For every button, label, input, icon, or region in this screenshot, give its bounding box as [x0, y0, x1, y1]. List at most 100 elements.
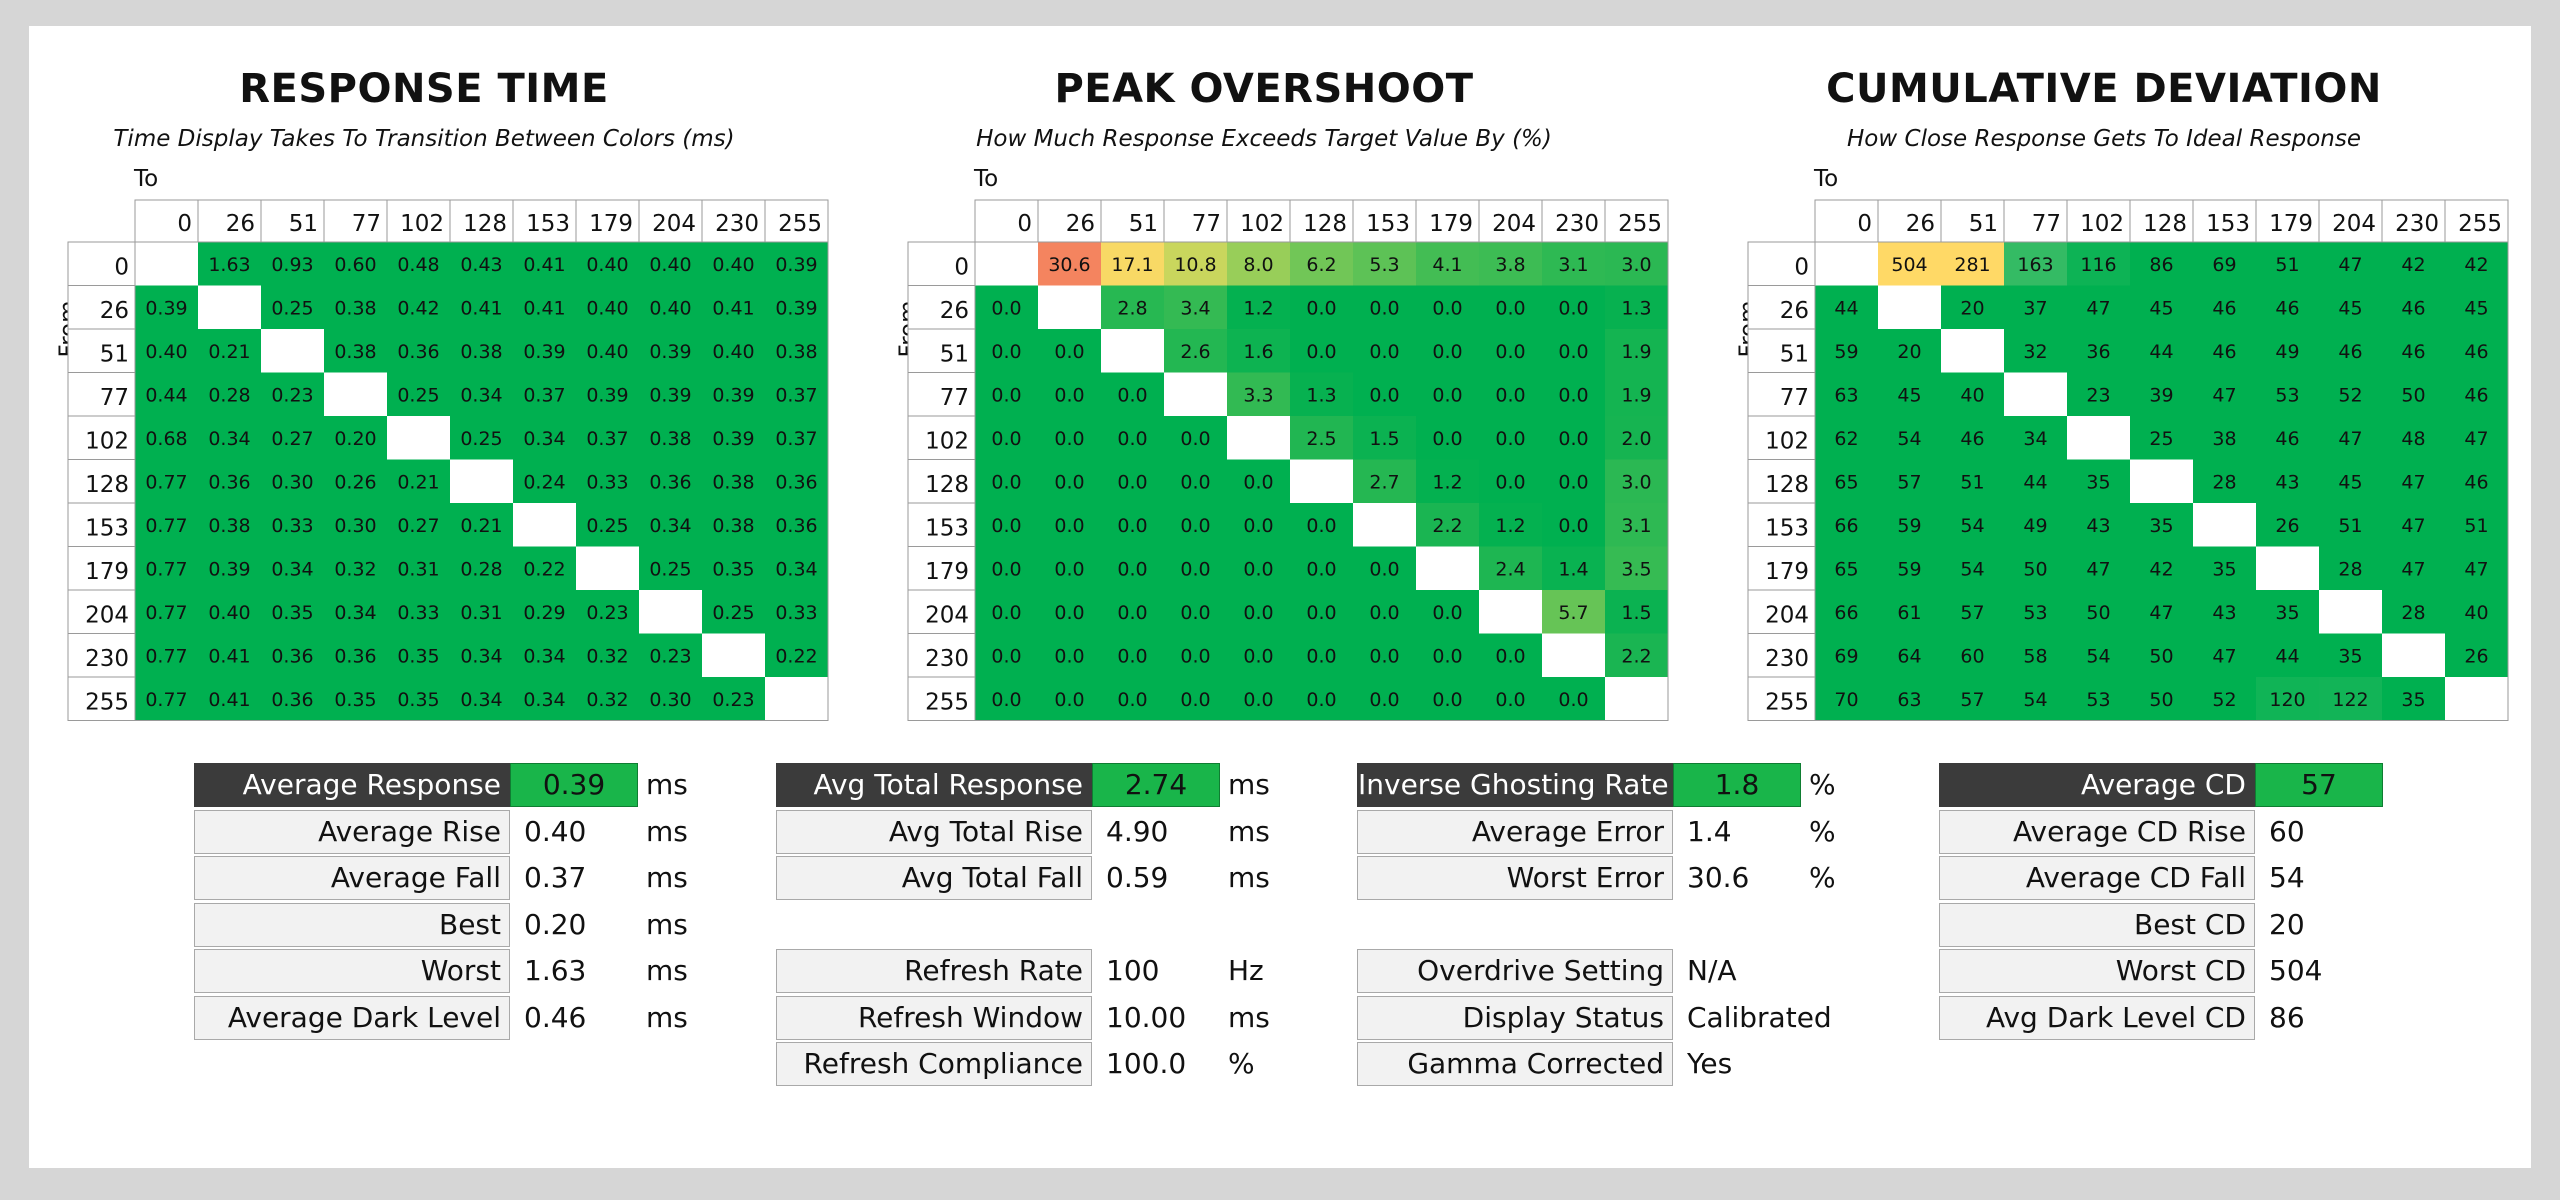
heatmap-value: 0.0 — [1495, 341, 1525, 363]
heatmap-value: 0.25 — [271, 297, 313, 319]
heatmap-value: 0.0 — [1306, 558, 1336, 580]
heatmap-value: 34 — [2023, 428, 2047, 450]
heatmap-cell — [1164, 285, 1227, 329]
heatmap-value: 47 — [2149, 602, 2173, 624]
heatmap-cell — [387, 546, 450, 590]
heatmap-cell — [135, 416, 198, 460]
column-header-label: 77 — [352, 211, 381, 237]
row-header-cell — [67, 502, 136, 547]
stat-value: 0.59 — [1106, 861, 1169, 894]
stat-value: 0.40 — [524, 814, 587, 848]
heatmap-value: 0.38 — [712, 515, 754, 537]
heatmap-value: 0.41 — [208, 645, 250, 667]
column-header-cell — [2129, 199, 2194, 243]
heatmap-value: 0.0 — [1243, 602, 1273, 624]
heatmap-value: 6.2 — [1306, 254, 1336, 276]
heatmap-cell — [1164, 503, 1227, 547]
heatmap-value: 47 — [2464, 428, 2488, 450]
stat-value: Yes — [1687, 1047, 1733, 1080]
heatmap-value: 70 — [1834, 689, 1858, 711]
heatmap-cell — [2193, 372, 2256, 416]
heatmap-value: 40 — [2464, 602, 2488, 624]
heatmap-value: 65 — [1834, 471, 1858, 493]
column-header-label: 153 — [2206, 211, 2250, 237]
response-time-heatmap: 0 26 51 77 102 128 153 179 204 230 255 0 26 51 77 102 12… — [67, 199, 829, 721]
heatmap-value: 0.41 — [208, 689, 250, 711]
heatmap-cell — [1038, 372, 1101, 416]
heatmap-cell — [1290, 677, 1353, 721]
heatmap-value: 0.39 — [649, 341, 691, 363]
heatmap-value: 35 — [2212, 558, 2236, 580]
heatmap-value: 0.0 — [1117, 558, 1147, 580]
heatmap-value: 0.0 — [1117, 428, 1147, 450]
heatmap-cell — [2004, 677, 2067, 721]
heatmap-cell — [2382, 416, 2445, 460]
heatmap-value: 0.0 — [1117, 602, 1147, 624]
heatmap-cell — [513, 677, 576, 721]
heatmap-value: 54 — [1960, 515, 1984, 537]
heatmap-value: 0.0 — [1180, 645, 1210, 667]
heatmap-value: 0.40 — [586, 254, 628, 276]
row-header-label: 179 — [925, 559, 969, 585]
heatmap-cell — [450, 503, 513, 547]
heatmap-value: 0.34 — [460, 645, 502, 667]
cumulative-deviation-panel: CUMULATIVE DEVIATION How Close Response … — [1714, 26, 2509, 726]
heatmap-cell — [513, 242, 576, 286]
heatmap-cell — [2067, 242, 2130, 286]
row-header-label: 230 — [85, 646, 129, 672]
heatmap-value: 47 — [2212, 384, 2236, 406]
heatmap-value: 0.27 — [397, 515, 439, 537]
heatmap-value: 0.0 — [1243, 558, 1273, 580]
stat-value: 86 — [2269, 1000, 2305, 1034]
heatmap-cell — [2067, 372, 2130, 416]
heatmap-cell — [135, 285, 198, 329]
heatmap-value: 0.32 — [586, 645, 628, 667]
heatmap-cell — [324, 285, 387, 329]
heatmap-value: 0.38 — [775, 341, 817, 363]
heatmap-value: 0.0 — [1558, 515, 1588, 537]
heatmap-value: 116 — [2080, 254, 2116, 276]
heatmap-cell — [1941, 590, 2004, 634]
heatmap-value: 0.37 — [586, 428, 628, 450]
heatmap-value: 61 — [1897, 602, 1921, 624]
heatmap-cell — [1479, 590, 1542, 634]
heatmap-cell — [639, 677, 702, 721]
stat-value: 0.39 — [510, 763, 638, 807]
heatmap-cell — [2193, 677, 2256, 721]
heatmap-cell — [639, 242, 702, 286]
heatmap-cell — [1605, 459, 1668, 503]
heatmap-value: 42 — [2464, 254, 2488, 276]
stat-label: Average CD Fall — [1939, 856, 2255, 900]
heatmap-cell — [1353, 372, 1416, 416]
heatmap-cell — [1353, 590, 1416, 634]
heatmap-cell — [1878, 416, 1941, 460]
stat-unit: ms — [646, 814, 688, 848]
stat-label: Avg Total Response — [776, 763, 1092, 807]
heatmap-value: 46 — [2401, 297, 2425, 319]
column-header-cell — [2318, 199, 2383, 243]
heatmap-value: 0.0 — [1117, 384, 1147, 406]
row-header-label: 179 — [85, 559, 129, 585]
heatmap-value: 51 — [1960, 471, 1984, 493]
heatmap-cell — [2004, 459, 2067, 503]
stat-value: Calibrated — [1687, 1000, 1832, 1034]
stat-label: Average Response — [194, 763, 510, 807]
heatmap-value: 0.36 — [271, 645, 313, 667]
heatmap-cell — [702, 590, 765, 634]
heatmap-cell — [2193, 242, 2256, 286]
heatmap-value: 0.0 — [1117, 471, 1147, 493]
heatmap-value: 0.25 — [712, 602, 754, 624]
heatmap-cell — [1353, 416, 1416, 460]
heatmap-cell — [324, 590, 387, 634]
heatmap-cell — [2193, 633, 2256, 677]
stat-label: Overdrive Setting — [1357, 949, 1673, 993]
heatmap-value: 0.35 — [712, 558, 754, 580]
heatmap-value: 45 — [2149, 297, 2173, 319]
heatmap-value: 47 — [2338, 428, 2362, 450]
heatmap-cell — [450, 329, 513, 373]
heatmap-value: 44 — [2149, 341, 2173, 363]
heatmap-value: 0.0 — [1558, 297, 1588, 319]
heatmap-value: 0.33 — [586, 471, 628, 493]
heatmap-cell — [1353, 329, 1416, 373]
heatmap-cell — [1227, 329, 1290, 373]
